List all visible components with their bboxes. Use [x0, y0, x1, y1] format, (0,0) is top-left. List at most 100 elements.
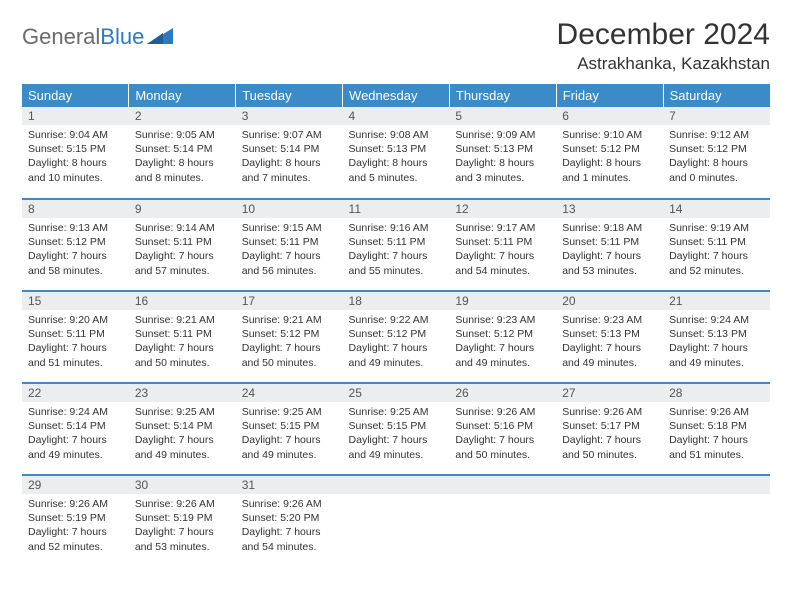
day-details: Sunrise: 9:26 AMSunset: 5:19 PMDaylight:… — [129, 494, 236, 556]
weekday-friday: Friday — [556, 84, 663, 107]
logo: GeneralBlue — [22, 18, 173, 50]
logo-text-general: General — [22, 24, 100, 50]
day-number: 20 — [556, 292, 663, 310]
day-details: Sunrise: 9:04 AMSunset: 5:15 PMDaylight:… — [22, 125, 129, 187]
calendar-cell: 15Sunrise: 9:20 AMSunset: 5:11 PMDayligh… — [22, 291, 129, 383]
day-details: Sunrise: 9:23 AMSunset: 5:12 PMDaylight:… — [449, 310, 556, 372]
day-details-empty — [556, 494, 663, 554]
calendar-cell: 13Sunrise: 9:18 AMSunset: 5:11 PMDayligh… — [556, 199, 663, 291]
calendar-row: 29Sunrise: 9:26 AMSunset: 5:19 PMDayligh… — [22, 475, 770, 567]
calendar-cell — [343, 475, 450, 567]
title-block: December 2024 Astrakhanka, Kazakhstan — [557, 18, 770, 74]
day-number: 22 — [22, 384, 129, 402]
calendar-cell: 7Sunrise: 9:12 AMSunset: 5:12 PMDaylight… — [663, 107, 770, 199]
day-number: 15 — [22, 292, 129, 310]
day-number: 30 — [129, 476, 236, 494]
day-number: 24 — [236, 384, 343, 402]
calendar-cell — [556, 475, 663, 567]
day-details: Sunrise: 9:20 AMSunset: 5:11 PMDaylight:… — [22, 310, 129, 372]
day-number-empty — [449, 476, 556, 494]
logo-triangle-icon — [147, 24, 173, 50]
day-details: Sunrise: 9:22 AMSunset: 5:12 PMDaylight:… — [343, 310, 450, 372]
day-number-empty — [556, 476, 663, 494]
calendar-cell: 22Sunrise: 9:24 AMSunset: 5:14 PMDayligh… — [22, 383, 129, 475]
day-details: Sunrise: 9:10 AMSunset: 5:12 PMDaylight:… — [556, 125, 663, 187]
day-number: 27 — [556, 384, 663, 402]
calendar-cell: 21Sunrise: 9:24 AMSunset: 5:13 PMDayligh… — [663, 291, 770, 383]
calendar-cell: 12Sunrise: 9:17 AMSunset: 5:11 PMDayligh… — [449, 199, 556, 291]
calendar-cell: 23Sunrise: 9:25 AMSunset: 5:14 PMDayligh… — [129, 383, 236, 475]
calendar-cell — [663, 475, 770, 567]
day-details: Sunrise: 9:15 AMSunset: 5:11 PMDaylight:… — [236, 218, 343, 280]
day-number: 6 — [556, 107, 663, 125]
calendar-cell: 9Sunrise: 9:14 AMSunset: 5:11 PMDaylight… — [129, 199, 236, 291]
day-number: 9 — [129, 200, 236, 218]
day-number-empty — [663, 476, 770, 494]
calendar-cell: 17Sunrise: 9:21 AMSunset: 5:12 PMDayligh… — [236, 291, 343, 383]
calendar-row: 8Sunrise: 9:13 AMSunset: 5:12 PMDaylight… — [22, 199, 770, 291]
calendar-cell: 10Sunrise: 9:15 AMSunset: 5:11 PMDayligh… — [236, 199, 343, 291]
day-details: Sunrise: 9:26 AMSunset: 5:16 PMDaylight:… — [449, 402, 556, 464]
day-details: Sunrise: 9:16 AMSunset: 5:11 PMDaylight:… — [343, 218, 450, 280]
calendar-cell — [449, 475, 556, 567]
day-number: 18 — [343, 292, 450, 310]
weekday-tuesday: Tuesday — [236, 84, 343, 107]
day-details: Sunrise: 9:25 AMSunset: 5:15 PMDaylight:… — [343, 402, 450, 464]
weekday-saturday: Saturday — [663, 84, 770, 107]
day-number: 29 — [22, 476, 129, 494]
day-details: Sunrise: 9:17 AMSunset: 5:11 PMDaylight:… — [449, 218, 556, 280]
calendar-cell: 29Sunrise: 9:26 AMSunset: 5:19 PMDayligh… — [22, 475, 129, 567]
location: Astrakhanka, Kazakhstan — [557, 54, 770, 74]
day-details: Sunrise: 9:26 AMSunset: 5:18 PMDaylight:… — [663, 402, 770, 464]
day-number: 4 — [343, 107, 450, 125]
day-number: 2 — [129, 107, 236, 125]
day-details: Sunrise: 9:18 AMSunset: 5:11 PMDaylight:… — [556, 218, 663, 280]
weekday-thursday: Thursday — [449, 84, 556, 107]
day-number: 23 — [129, 384, 236, 402]
logo-text-blue: Blue — [100, 24, 144, 50]
day-number: 26 — [449, 384, 556, 402]
day-details: Sunrise: 9:07 AMSunset: 5:14 PMDaylight:… — [236, 125, 343, 187]
day-number: 12 — [449, 200, 556, 218]
calendar-cell: 19Sunrise: 9:23 AMSunset: 5:12 PMDayligh… — [449, 291, 556, 383]
day-details-empty — [663, 494, 770, 554]
day-number: 14 — [663, 200, 770, 218]
day-details: Sunrise: 9:26 AMSunset: 5:19 PMDaylight:… — [22, 494, 129, 556]
calendar-cell: 26Sunrise: 9:26 AMSunset: 5:16 PMDayligh… — [449, 383, 556, 475]
day-details: Sunrise: 9:14 AMSunset: 5:11 PMDaylight:… — [129, 218, 236, 280]
calendar-cell: 18Sunrise: 9:22 AMSunset: 5:12 PMDayligh… — [343, 291, 450, 383]
weekday-sunday: Sunday — [22, 84, 129, 107]
calendar-row: 22Sunrise: 9:24 AMSunset: 5:14 PMDayligh… — [22, 383, 770, 475]
calendar-cell: 31Sunrise: 9:26 AMSunset: 5:20 PMDayligh… — [236, 475, 343, 567]
day-details: Sunrise: 9:05 AMSunset: 5:14 PMDaylight:… — [129, 125, 236, 187]
calendar-cell: 1Sunrise: 9:04 AMSunset: 5:15 PMDaylight… — [22, 107, 129, 199]
day-details: Sunrise: 9:21 AMSunset: 5:12 PMDaylight:… — [236, 310, 343, 372]
calendar-cell: 25Sunrise: 9:25 AMSunset: 5:15 PMDayligh… — [343, 383, 450, 475]
month-title: December 2024 — [557, 18, 770, 52]
calendar-cell: 6Sunrise: 9:10 AMSunset: 5:12 PMDaylight… — [556, 107, 663, 199]
calendar-cell: 2Sunrise: 9:05 AMSunset: 5:14 PMDaylight… — [129, 107, 236, 199]
calendar-cell: 8Sunrise: 9:13 AMSunset: 5:12 PMDaylight… — [22, 199, 129, 291]
day-details: Sunrise: 9:24 AMSunset: 5:14 PMDaylight:… — [22, 402, 129, 464]
weekday-wednesday: Wednesday — [343, 84, 450, 107]
day-details: Sunrise: 9:19 AMSunset: 5:11 PMDaylight:… — [663, 218, 770, 280]
weekday-monday: Monday — [129, 84, 236, 107]
calendar-body: 1Sunrise: 9:04 AMSunset: 5:15 PMDaylight… — [22, 107, 770, 567]
day-details: Sunrise: 9:12 AMSunset: 5:12 PMDaylight:… — [663, 125, 770, 187]
calendar-row: 15Sunrise: 9:20 AMSunset: 5:11 PMDayligh… — [22, 291, 770, 383]
day-details-empty — [449, 494, 556, 554]
day-number: 17 — [236, 292, 343, 310]
day-number: 31 — [236, 476, 343, 494]
calendar-cell: 16Sunrise: 9:21 AMSunset: 5:11 PMDayligh… — [129, 291, 236, 383]
weekday-header-row: Sunday Monday Tuesday Wednesday Thursday… — [22, 84, 770, 107]
day-number: 19 — [449, 292, 556, 310]
calendar-cell: 5Sunrise: 9:09 AMSunset: 5:13 PMDaylight… — [449, 107, 556, 199]
day-details-empty — [343, 494, 450, 554]
day-number: 1 — [22, 107, 129, 125]
calendar-cell: 3Sunrise: 9:07 AMSunset: 5:14 PMDaylight… — [236, 107, 343, 199]
calendar-cell: 20Sunrise: 9:23 AMSunset: 5:13 PMDayligh… — [556, 291, 663, 383]
header: GeneralBlue December 2024 Astrakhanka, K… — [22, 18, 770, 74]
day-details: Sunrise: 9:13 AMSunset: 5:12 PMDaylight:… — [22, 218, 129, 280]
day-number: 25 — [343, 384, 450, 402]
day-details: Sunrise: 9:26 AMSunset: 5:17 PMDaylight:… — [556, 402, 663, 464]
